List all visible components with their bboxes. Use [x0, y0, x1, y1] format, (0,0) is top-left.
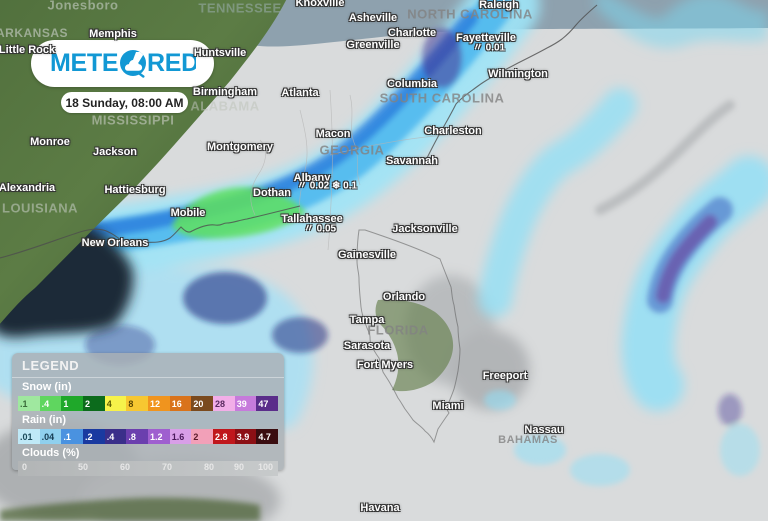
svg-text:RED: RED — [147, 49, 196, 77]
svg-text:METE: METE — [50, 49, 118, 77]
